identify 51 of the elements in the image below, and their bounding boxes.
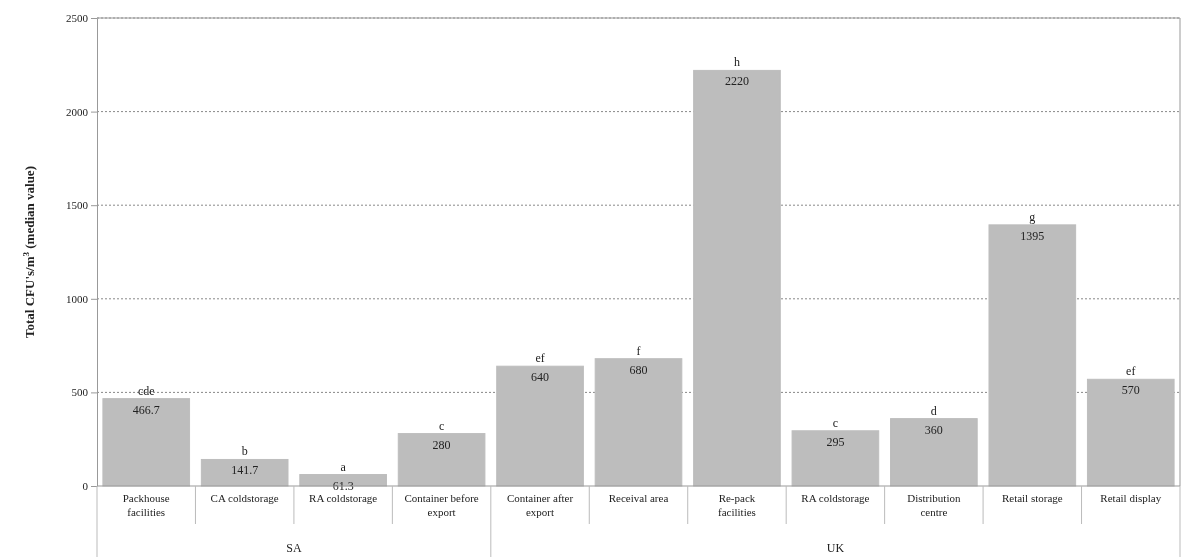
bar — [200, 458, 289, 487]
y-tick-label: 2000 — [66, 105, 89, 118]
y-tick-label: 0 — [82, 480, 89, 493]
x-tick-label: Packhouse facilities — [122, 492, 170, 518]
x-tick-label: Re-pack facilities — [718, 492, 756, 518]
text: SA — [286, 541, 302, 555]
y-tick-label: 2500 — [66, 12, 89, 25]
annotation: cde — [137, 383, 155, 398]
data-label: 466.7 — [132, 402, 160, 417]
annotation: f — [636, 343, 641, 358]
bar — [102, 398, 191, 487]
x-tick-label: CA coldstorage — [210, 492, 279, 504]
data-label: 680 — [629, 362, 648, 377]
x-tick-label: Receival area — [608, 492, 669, 504]
bar — [496, 365, 584, 487]
annotation: h — [733, 55, 740, 70]
data-label: 570 — [1121, 383, 1140, 398]
bar — [397, 433, 486, 487]
x-tick-label: Retail display — [1100, 492, 1162, 504]
data-label: 360 — [924, 422, 943, 437]
annotation: ef — [1126, 364, 1136, 379]
data-label: 295 — [826, 434, 845, 449]
annotation: b — [241, 444, 248, 459]
bar — [890, 418, 978, 487]
x-tick-label: Distribution centre — [907, 492, 961, 518]
annotation: c — [438, 418, 445, 433]
x-tick-label: RA coldstorage — [309, 492, 378, 504]
annotation: a — [340, 459, 347, 474]
y-tick-label: 1500 — [66, 199, 89, 212]
bar — [1086, 378, 1175, 487]
annotation: d — [930, 403, 937, 418]
annotation: g — [1029, 209, 1036, 224]
annotation: c — [832, 415, 839, 430]
data-label: 640 — [531, 370, 550, 385]
data-label: 2220 — [724, 74, 749, 89]
x-tick-label: Container after export — [506, 492, 574, 518]
annotation: ef — [535, 351, 545, 366]
data-label: 280 — [432, 437, 451, 452]
y-tick-label: 500 — [71, 386, 89, 399]
bar — [791, 430, 880, 487]
data-label: 1395 — [1020, 228, 1045, 243]
text: UK — [826, 541, 845, 555]
data-label: 61.3 — [332, 478, 354, 493]
x-tick-label: RA coldstorage — [801, 492, 870, 504]
bar — [693, 69, 781, 487]
data-label: 141.7 — [231, 463, 259, 478]
x-tick-label: Retail storage — [1001, 492, 1063, 504]
x-tick-label: Container before export — [404, 492, 479, 518]
bar — [594, 358, 683, 487]
bar — [988, 224, 1077, 487]
y-tick-label: 1000 — [66, 292, 89, 305]
